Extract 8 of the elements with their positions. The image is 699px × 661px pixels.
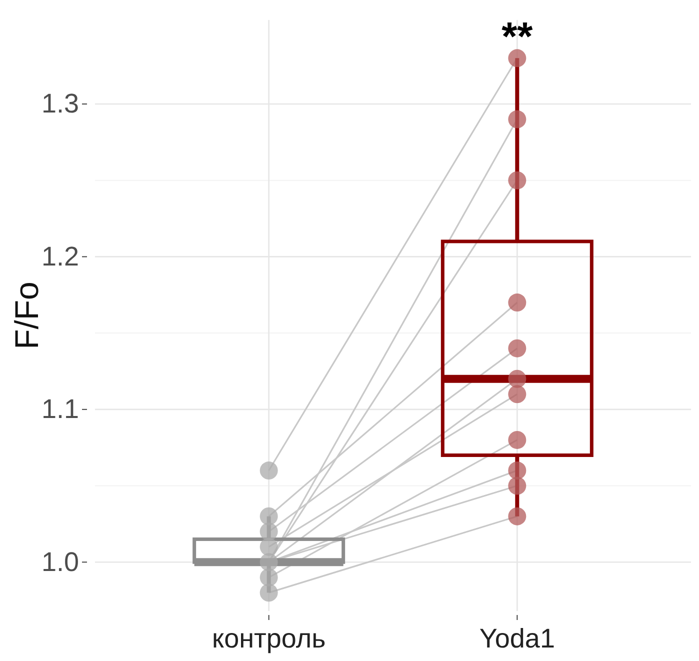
- y-axis-title: F/Fo: [8, 282, 45, 350]
- y-tick-label: 1.2: [41, 241, 79, 272]
- x-tick-label: контроль: [212, 623, 326, 654]
- y-tick-label: 1.0: [41, 546, 79, 577]
- y-tick-label: 1.3: [41, 88, 79, 119]
- x-tick-label: Yoda1: [479, 623, 555, 654]
- annotation: **: [502, 15, 534, 60]
- y-tick-label: 1.1: [41, 394, 79, 424]
